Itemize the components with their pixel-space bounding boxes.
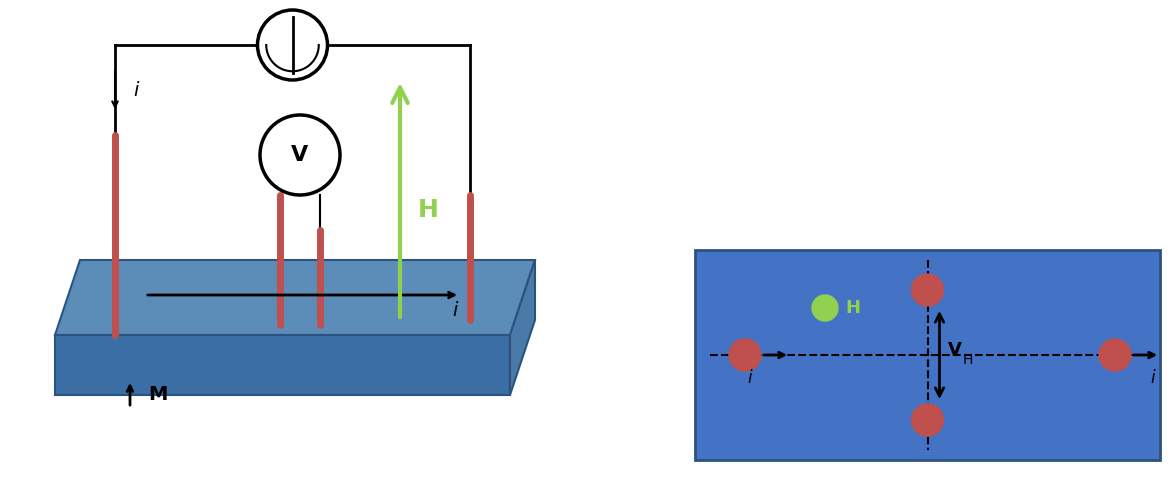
Circle shape xyxy=(728,339,761,371)
Circle shape xyxy=(911,404,943,436)
Circle shape xyxy=(260,115,340,195)
Text: i: i xyxy=(452,300,457,319)
Text: i: i xyxy=(1151,369,1155,387)
Text: V: V xyxy=(948,341,962,359)
Polygon shape xyxy=(55,260,535,335)
Polygon shape xyxy=(55,335,510,395)
Text: V: V xyxy=(291,145,308,165)
Circle shape xyxy=(812,295,838,321)
Text: H: H xyxy=(845,299,860,317)
Text: i: i xyxy=(133,81,138,99)
Bar xyxy=(694,250,1160,460)
Text: H: H xyxy=(963,353,972,367)
Polygon shape xyxy=(510,260,535,395)
Text: H: H xyxy=(418,198,439,222)
Text: i: i xyxy=(747,369,752,387)
Circle shape xyxy=(911,274,943,306)
Circle shape xyxy=(1099,339,1131,371)
Text: M: M xyxy=(148,385,168,403)
Circle shape xyxy=(258,10,327,80)
